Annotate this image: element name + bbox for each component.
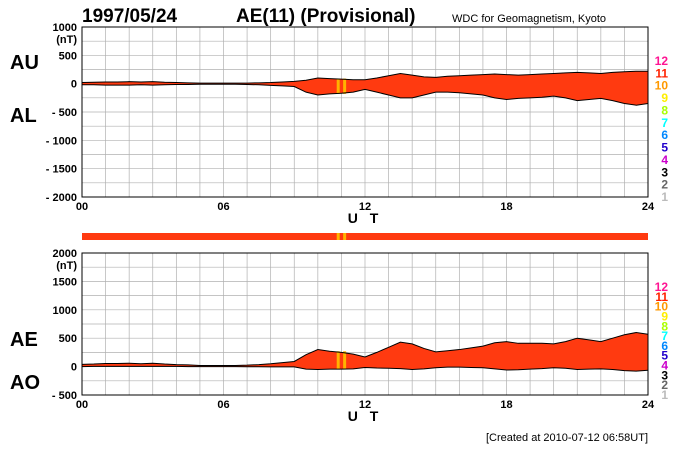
y-unit-label: (nT) [56,34,77,46]
highlight-bar [343,78,347,94]
x-tick-label: 12 [359,201,371,213]
y-tick-label: 500 [59,333,77,345]
created-timestamp: [Created at 2010-07-12 06:58UT] [486,432,648,444]
level-legend-item: 2 [661,378,668,392]
y-tick-label: 2000 [53,248,77,260]
y-tick-label: - 1500 [46,164,77,176]
y-tick-label: 1000 [53,305,77,317]
x-tick-label: 18 [500,399,512,411]
highlight-bar [336,351,340,370]
series-line-al [82,83,649,106]
level-legend-item: 12 [655,54,669,68]
y-tick-label: 1000 [53,22,77,34]
strip-highlight [336,233,340,240]
level-legend-item: 1 [661,190,668,204]
strip-highlight [343,233,347,240]
index-title: AE(11) (Provisional) [236,6,416,27]
date-title: 1997/05/24 [82,6,178,27]
level-legend-item: 4 [661,359,668,373]
x-tick-label: 06 [217,201,229,213]
y-tick-label: 0 [71,362,77,374]
level-legend-item: 11 [655,66,668,80]
ae-label: AE [10,329,38,351]
level-legend-item: 9 [661,309,668,323]
y-tick-label: 500 [59,50,77,62]
plot-frame [81,26,649,198]
level-legend-item: 3 [661,368,668,382]
ao-label: AO [10,372,40,394]
x-tick-label: 06 [217,399,229,411]
level-legend-item: 7 [661,116,668,130]
plot-frame [81,252,649,396]
highlight-bar [336,78,340,94]
level-legend-item: 5 [661,141,668,155]
x-tick-label: 18 [500,201,512,213]
level-legend-item: 3 [661,165,668,179]
y-tick-label: - 2000 [46,192,77,204]
level-legend-item: 9 [661,91,668,105]
level-legend-item: 4 [661,153,668,167]
x-axis-label: U T [348,408,383,424]
au-al-panel: 1000 500 0 - 500 - 1000 - 1500 - 2000 (nT) 00 06 1… [10,22,668,226]
source-label: WDC for Geomagnetism, Kyoto [452,13,606,25]
level-legend-item: 1 [661,388,668,402]
level-legend-item: 8 [661,319,668,333]
highlight-bar [343,351,347,370]
au-label: AU [10,52,39,74]
envelope-area [82,71,648,106]
x-tick-label: 00 [76,399,88,411]
x-tick-label: 00 [76,201,88,213]
x-tick-label: 24 [642,399,655,411]
x-tick-label: 24 [642,201,655,213]
series-line-ao [81,365,649,372]
level-legend-item: 5 [661,349,668,363]
level-legend-item: 10 [655,79,669,93]
level-legend-item: 2 [661,178,668,192]
y-unit-label: (nT) [56,260,77,272]
series-line-au [81,70,648,84]
series-line-ae [81,332,649,366]
level-legend-item: 7 [661,329,668,343]
envelope-area [82,332,648,372]
y-tick-label: - 1000 [46,135,77,147]
level-legend-item: 10 [655,300,669,314]
y-tick-label: - 500 [52,390,77,402]
y-tick-label: 0 [71,79,77,91]
level-legend-item: 6 [661,339,668,353]
al-label: AL [10,105,37,127]
x-axis-label: U T [348,210,383,226]
y-tick-label: 1500 [53,276,77,288]
activity-strip [82,233,648,240]
level-legend-item: 8 [661,103,668,117]
x-tick-label: 12 [359,399,371,411]
level-legend-item: 11 [655,290,668,304]
level-legend-item: 6 [661,128,668,142]
level-legend-item: 12 [655,280,669,294]
y-tick-label: - 500 [52,107,77,119]
